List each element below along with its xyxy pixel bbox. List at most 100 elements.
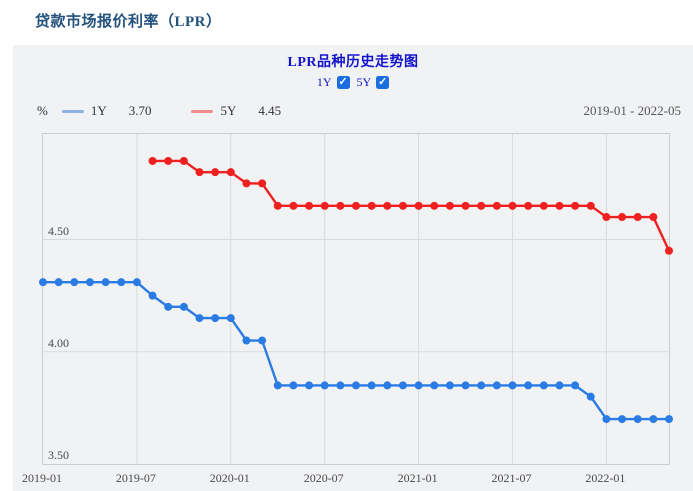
series-5y-point [649, 213, 658, 222]
series-5y-point [211, 168, 220, 177]
series-5y-point [195, 168, 204, 177]
series-1y-point [352, 381, 360, 390]
series-1y-point [508, 381, 517, 390]
series-5y-point [430, 201, 439, 210]
y-axis-unit-label: % [37, 103, 48, 118]
series-1y-point [586, 392, 595, 401]
series-1y-point [305, 381, 314, 390]
x-tick-label: 2019-01 [22, 471, 62, 485]
legend-5y-name: 5Y [220, 103, 237, 118]
series-5y-point [461, 201, 470, 210]
series-1y-point [414, 381, 423, 390]
series-5y-point [336, 201, 345, 210]
series-5y-point [242, 179, 251, 188]
series-1y-point [524, 381, 533, 390]
series-1y-point [649, 415, 658, 424]
chart-title: LPR品种历史走势图 [287, 55, 419, 70]
series-5y-point [273, 201, 282, 210]
series-1y-point [117, 278, 126, 287]
series-1y-point [132, 278, 141, 287]
series-1y-point [39, 278, 47, 287]
toggle-1y[interactable]: 1Y ✓ [317, 75, 350, 90]
x-tick-label: 2020-07 [303, 471, 344, 485]
series-5y-point [477, 201, 486, 210]
toggle-5y-checkbox[interactable]: ✓ [376, 76, 390, 89]
series-1y-point [85, 278, 94, 287]
series-1y-point [539, 381, 548, 390]
page-title: 贷款市场报价利率（LPR） [35, 14, 222, 30]
legend-1y-value: 3.70 [128, 103, 152, 118]
series-5y-point [524, 201, 533, 210]
series-5y-point [258, 179, 267, 188]
toggle-5y[interactable]: 5Y ✓ [357, 75, 390, 90]
plot-area: 4.50 4.00 3.50 [39, 133, 673, 465]
date-range-label: 2019-01 - 2022-05 [583, 103, 682, 118]
series-5y-point [148, 156, 157, 165]
series-5y-point [414, 201, 423, 210]
series-1y-point [226, 314, 235, 323]
series-5y-point [164, 156, 173, 165]
series-1y-point [258, 336, 267, 345]
series-1y-point [164, 302, 173, 311]
series-1y-point [320, 381, 329, 390]
series-1y-point [461, 381, 470, 390]
series-5y-point [320, 201, 329, 210]
series-1y-point [618, 415, 627, 424]
toggle-1y-label: 1Y [316, 75, 332, 89]
series-5y-point [508, 201, 517, 210]
series-1y-point [179, 302, 188, 311]
series-5y-point [555, 201, 564, 210]
series-1y-point [211, 314, 220, 323]
series-5y-point [539, 201, 548, 210]
series-1y-point [383, 381, 392, 390]
series-5y-point [367, 201, 376, 210]
x-tick-label: 2021-07 [491, 471, 532, 485]
series-5y-point [305, 201, 314, 210]
series-1y-point [289, 381, 298, 390]
x-tick-label: 2019-07 [115, 471, 156, 485]
legend-row: % 1Y 3.70 5Y 4.45 2019-01 - 2022-05 [37, 102, 681, 120]
series-1y-point [492, 381, 501, 390]
toggle-1y-checkbox[interactable]: ✓ [336, 76, 350, 89]
series-1y-point [54, 278, 63, 287]
series-1y-point [101, 278, 110, 287]
series-1y-point [665, 415, 673, 424]
y-tick-label: 4.00 [48, 335, 69, 350]
x-tick-label: 2020-01 [209, 471, 250, 485]
series-1y-point [242, 336, 251, 345]
series-1y-point [273, 381, 282, 390]
series-5y-point [179, 156, 188, 165]
series-1y-point [477, 381, 486, 390]
chart-panel: LPR品种历史走势图 1Y ✓ 5Y ✓ % 1Y 3.70 5Y 4.45 2… [13, 45, 693, 491]
series-1y-point [445, 381, 454, 390]
line-chart [39, 134, 673, 464]
series-1y-point [148, 291, 157, 300]
series-1y-point [367, 381, 376, 390]
series-1y-point [602, 415, 611, 424]
x-tick-label: 2021-01 [397, 471, 438, 485]
series-1y-point [430, 381, 439, 390]
series-5y-point [445, 201, 454, 210]
series-5y-point [571, 201, 580, 210]
legend-1y-swatch-icon [61, 109, 84, 113]
series-5y-point [586, 201, 595, 210]
series-1y-point [555, 381, 564, 390]
series-5y-point [602, 213, 611, 222]
series-5y-point [492, 201, 501, 210]
series-1y-point [398, 381, 407, 390]
series-5y-point [633, 213, 642, 222]
toggle-5y-label: 5Y [356, 75, 372, 89]
series-1y-point [633, 415, 642, 424]
series-1y-point [195, 314, 204, 323]
series-1y-point [571, 381, 580, 390]
series-1y-point [336, 381, 345, 390]
legend-1y-name: 1Y [90, 103, 107, 118]
legend-5y-value: 4.45 [258, 103, 282, 118]
legend-5y-swatch-icon [191, 109, 214, 113]
series-toggle-row: 1Y ✓ 5Y ✓ [13, 75, 693, 90]
series-5y-point [289, 201, 298, 210]
series-1y-point [70, 278, 79, 287]
series-5y-point [618, 213, 627, 222]
series-5y-point [383, 201, 392, 210]
series-5y-point [352, 201, 360, 210]
